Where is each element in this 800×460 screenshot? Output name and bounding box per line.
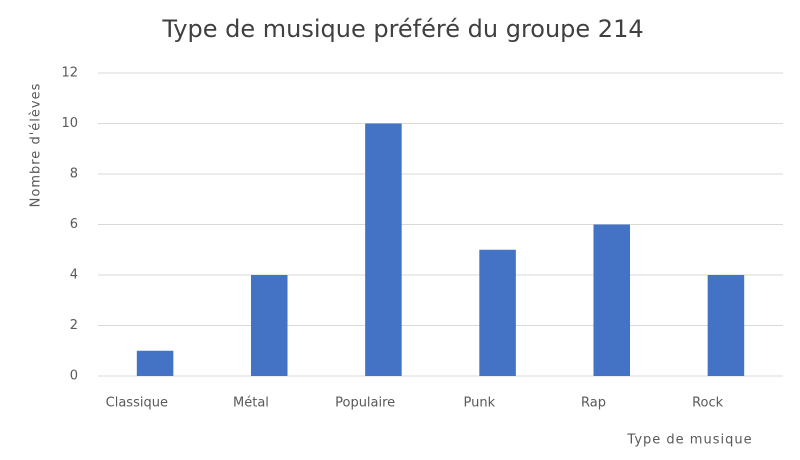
x-tick-label: Classique [106,396,168,411]
bar [593,224,631,376]
y-tick-label: 10 [61,116,78,131]
x-tick-label: Rock [692,396,724,411]
bar [479,249,516,376]
y-tick-label: 0 [70,369,78,384]
x-tick-label: Populaire [335,396,395,411]
bar [250,275,288,376]
y-tick-label: 2 [70,318,78,333]
x-tick-label: Métal [233,396,269,411]
bar [365,123,402,376]
bar [136,350,174,376]
y-tick-label: 8 [70,167,78,182]
bar [707,275,745,376]
chart-title: Type de musique préféré du groupe 214 [161,15,643,43]
y-tick-label: 6 [70,217,78,232]
x-tick-label: Punk [464,396,496,411]
x-axis-label: Type de musique [626,433,752,448]
y-tick-label: 4 [70,268,78,283]
y-axis-label: Nombre d'élèves [29,83,44,208]
y-tick-label: 12 [61,66,78,81]
x-tick-label: Rap [581,396,606,411]
